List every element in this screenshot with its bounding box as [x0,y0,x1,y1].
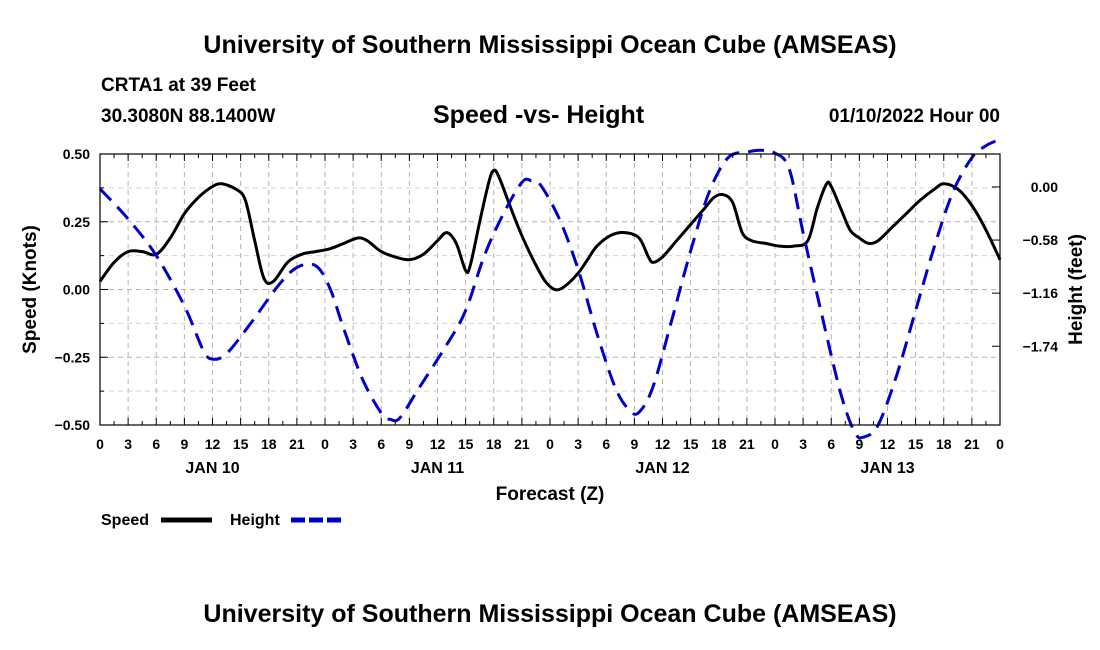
x-tick-label: 18 [261,436,277,452]
x-tick-label: 3 [574,436,582,452]
x-tick-label: 6 [377,436,385,452]
y-tick-label: 0.50 [63,146,90,162]
chart-subtitle: Speed -vs- Height [433,101,645,129]
axes-layer: 0 3 6 9 12 15 18 21 0 3 6 9 12 15 18 21 0 3 6 9 12 15 18 21 0 3 6 9… [55,146,1059,477]
x-tick-label: 6 [827,436,835,452]
x-tick-label: 12 [205,436,221,452]
x-tick-label: 18 [486,436,502,452]
y-tick-label: −0.50 [55,417,91,433]
chart-title: University of Southern Mississippi Ocean… [203,31,897,59]
y2-tick-label: 0.00 [1031,179,1058,195]
series-line-speed [98,168,1002,292]
x-date-label: JAN 11 [411,460,464,477]
x-tick-label: 9 [405,436,413,452]
x-tick-label: 0 [96,436,104,452]
x-tick-label: 21 [289,436,305,452]
x-tick-label: 9 [630,436,638,452]
y2-tick-label: −0.58 [1023,232,1059,248]
legend-speed-label: Speed [101,512,149,529]
x-tick-label: 12 [655,436,671,452]
x-tick-label: 21 [514,436,530,452]
x-tick-label: 0 [546,436,554,452]
x-tick-label: 0 [321,436,329,452]
x-tick-label: 0 [996,436,1004,452]
y-tick-label: −0.25 [55,349,91,365]
x-tick-label: 6 [152,436,160,452]
x-tick-label: 3 [799,436,807,452]
x-tick-label: 21 [964,436,980,452]
x-date-label: JAN 13 [860,460,914,477]
x-tick-label: 9 [180,436,188,452]
grid-lines [100,154,1000,425]
x-tick-label: 15 [683,436,699,452]
x-tick-label: 15 [233,436,249,452]
y2-tick-label: −1.16 [1023,285,1059,301]
y-tick-label: 0.25 [63,214,90,230]
forecast-datetime: 01/10/2022 Hour 00 [828,106,1000,127]
y2-axis-title: Height (feet) [1066,234,1087,345]
x-tick-label: 21 [739,436,755,452]
x-tick-label: 18 [936,436,952,452]
x-tick-label: 15 [908,436,924,452]
y-axis-title: Speed (Knots) [20,225,41,354]
x-tick-label: 12 [880,436,896,452]
x-date-label: JAN 10 [185,460,239,477]
x-tick-label: 9 [855,436,863,452]
y2-tick-label: −1.74 [1023,338,1059,354]
station-label: CRTA1 at 39 Feet [101,75,256,96]
x-tick-label: 3 [349,436,357,452]
x-date-label: JAN 12 [635,460,689,477]
x-axis-title: Forecast (Z) [496,484,605,505]
x-tick-label: 15 [458,436,474,452]
y-tick-label: 0.00 [63,282,90,298]
legend-height-label: Height [230,512,280,529]
x-tick-label: 6 [602,436,610,452]
legend: Speed Height [101,512,342,529]
x-tick-label: 12 [430,436,446,452]
x-tick-label: 0 [771,436,779,452]
x-tick-label: 3 [124,436,132,452]
station-coordinates: 30.3080N 88.1400W [101,106,276,127]
series-layer [98,138,1002,440]
footer-title: University of Southern Mississippi Ocean… [203,600,897,628]
x-tick-label: 18 [711,436,727,452]
series-line-height [98,138,1001,440]
